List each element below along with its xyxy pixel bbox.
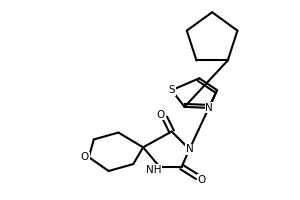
Text: S: S (168, 85, 175, 95)
Text: N: N (205, 103, 213, 113)
Text: O: O (197, 175, 206, 185)
Text: NH: NH (146, 165, 162, 175)
Text: O: O (157, 110, 165, 120)
Text: N: N (186, 144, 193, 154)
Text: O: O (81, 152, 89, 162)
